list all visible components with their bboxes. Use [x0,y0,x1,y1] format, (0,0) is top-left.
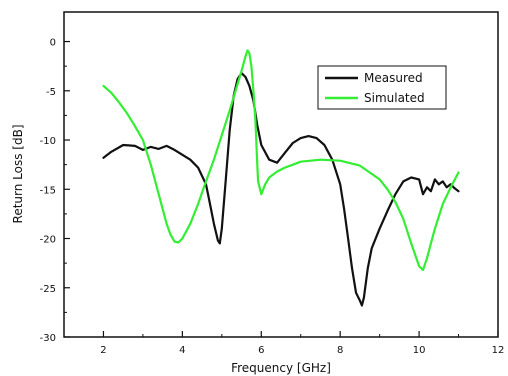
series-line-measured [102,72,460,307]
tick-marks [63,40,499,338]
legend-label-measured: Measured [364,71,423,85]
x-tick-label: 6 [258,345,264,356]
x-tick-label: 2 [100,345,106,356]
plot-frame [63,11,499,338]
y-tick-label: -30 [40,333,56,344]
y-tick-label: -25 [40,284,56,295]
y-tick-label: -5 [46,87,56,98]
x-tick-label: 4 [179,345,185,356]
tick-labels: 2 4 6 8 10 12 0 -5 -10 -15 -20 -25 -30 [40,38,505,356]
y-tick-label: -15 [40,185,56,196]
x-tick-label: 12 [492,345,505,356]
series-group [102,49,460,307]
y-tick-label: 0 [50,38,56,49]
x-tick-label: 10 [413,345,426,356]
y-tick-label: -20 [40,235,56,246]
y-tick-label: -10 [40,136,56,147]
series-line-simulated [102,49,460,272]
legend: Measured Simulated [317,65,447,110]
y-axis-title: Return Loss [dB] [11,125,25,224]
legend-box [317,65,447,110]
legend-label-simulated: Simulated [364,91,425,105]
x-tick-label: 8 [337,345,343,356]
x-axis-title: Frequency [GHz] [231,361,331,375]
